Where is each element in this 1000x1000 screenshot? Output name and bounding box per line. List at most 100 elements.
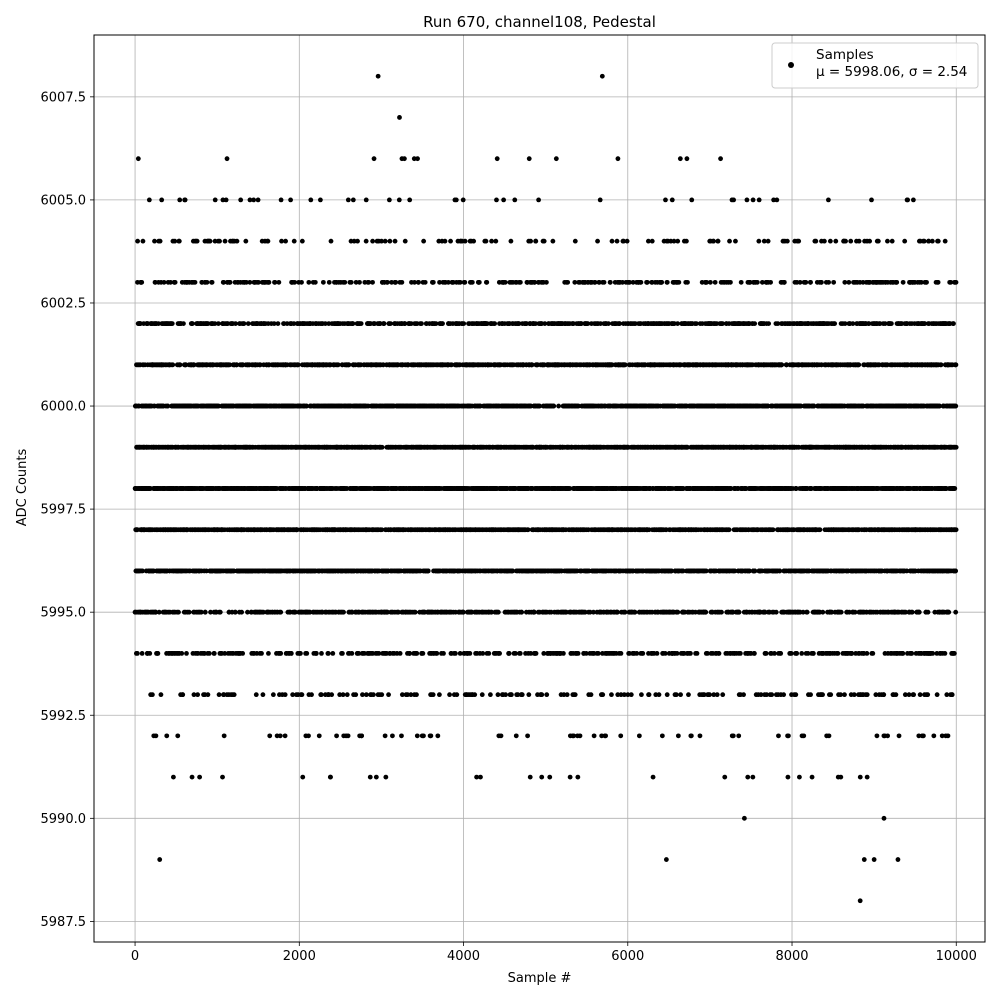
sample-point <box>407 197 413 203</box>
sample-point <box>503 692 508 698</box>
sample-point <box>420 651 426 656</box>
sample-point <box>255 197 261 203</box>
sample-point <box>265 238 271 244</box>
sample-point <box>202 609 208 615</box>
sample-point <box>387 238 393 244</box>
sample-point <box>221 733 227 739</box>
sample-point <box>414 733 420 739</box>
sample-point <box>489 238 495 244</box>
sample-point <box>382 238 388 244</box>
sample-point <box>211 651 217 656</box>
sample-point <box>359 733 365 739</box>
sample-point <box>299 238 305 244</box>
sample-point <box>266 279 272 285</box>
sample-point <box>161 279 167 285</box>
sample-point <box>480 651 486 656</box>
sample-point <box>209 279 215 285</box>
sample-point <box>422 279 428 285</box>
sample-point <box>189 774 195 780</box>
sample-point <box>292 279 298 285</box>
sample-point <box>222 238 228 244</box>
sample-point <box>519 692 525 698</box>
sample-point <box>243 238 249 244</box>
sample-point <box>495 692 501 698</box>
sample-point <box>396 197 402 203</box>
sample-point <box>186 609 192 615</box>
sample-point <box>462 279 468 285</box>
sample-point <box>421 238 427 244</box>
sample-point <box>191 362 197 368</box>
sample-point <box>495 609 501 615</box>
sample-point <box>217 238 222 244</box>
sample-point <box>238 197 244 203</box>
sample-point <box>397 651 403 656</box>
sample-point <box>528 238 534 244</box>
sample-point <box>189 321 195 326</box>
sample-point <box>349 651 355 656</box>
sample-point <box>437 692 442 698</box>
sample-point <box>139 651 145 656</box>
sample-point <box>425 568 431 574</box>
sample-point <box>399 279 405 285</box>
sample-point <box>363 197 369 203</box>
sample-point <box>159 197 165 203</box>
sample-point <box>533 238 539 244</box>
sample-point <box>467 651 473 656</box>
sample-point <box>506 651 512 656</box>
sample-point <box>329 692 335 698</box>
sample-point <box>508 238 514 244</box>
sample-point <box>370 238 376 244</box>
sample-point <box>267 733 273 739</box>
sample-point <box>232 609 238 615</box>
sample-point <box>275 321 281 326</box>
sample-point <box>416 279 421 285</box>
sample-point <box>340 692 346 698</box>
sample-point <box>245 321 251 326</box>
sample-point <box>363 238 369 244</box>
sample-point <box>381 321 387 326</box>
sample-point <box>308 197 314 203</box>
sample-point <box>276 279 282 285</box>
sample-point <box>241 321 247 326</box>
sample-point <box>278 197 284 203</box>
sample-point <box>497 651 502 656</box>
sample-point <box>260 692 266 698</box>
sample-point <box>367 774 373 780</box>
sample-point <box>319 651 324 656</box>
sample-point <box>135 238 141 244</box>
sample-point <box>539 774 545 780</box>
sample-point <box>328 238 334 244</box>
sample-point <box>358 321 364 326</box>
sample-point <box>216 692 222 698</box>
sample-point <box>147 651 153 656</box>
sample-point <box>299 692 305 698</box>
sample-point <box>156 321 161 326</box>
sample-point <box>536 197 541 203</box>
sample-point <box>216 321 221 326</box>
sample-point <box>517 279 523 285</box>
sample-point <box>494 197 499 203</box>
sample-point <box>447 692 452 698</box>
sample-point <box>442 238 448 244</box>
sample-point <box>460 197 466 203</box>
sample-point <box>326 279 332 285</box>
sample-point <box>498 733 504 739</box>
sample-point <box>288 197 293 203</box>
sample-point <box>233 321 238 326</box>
sample-point <box>453 197 459 203</box>
sample-point <box>350 197 356 203</box>
sample-point <box>462 238 468 244</box>
sample-point <box>191 692 197 698</box>
sample-point <box>402 238 408 244</box>
sample-point <box>204 279 210 285</box>
chart-title: Run 670, channel108, Pedestal <box>423 13 656 31</box>
sample-point <box>181 321 186 326</box>
sample-point <box>345 197 351 203</box>
sample-point <box>492 321 498 326</box>
sample-point <box>175 733 181 739</box>
sample-point <box>502 279 508 285</box>
sample-point <box>198 609 204 615</box>
sample-point <box>180 692 186 698</box>
sample-point <box>192 279 198 285</box>
